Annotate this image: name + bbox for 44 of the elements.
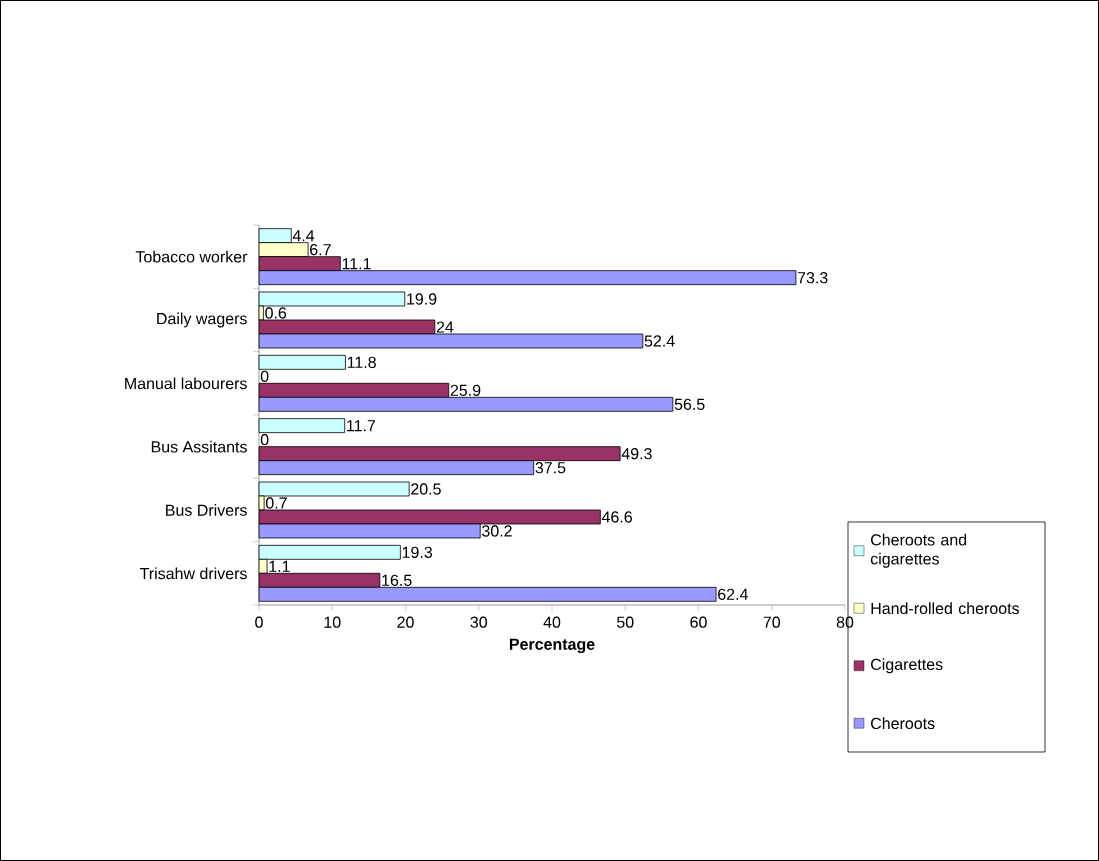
data-label: 25.9: [450, 384, 481, 396]
data-label: 16.5: [382, 574, 412, 586]
data-label: 46.6: [601, 511, 632, 523]
data-label: 11.7: [347, 420, 376, 432]
data-label: 24: [436, 321, 454, 333]
x-tick-label: 0: [255, 616, 263, 628]
data-label: 1.1: [269, 560, 290, 572]
data-label: 11.8: [347, 356, 376, 368]
data-label: 0.7: [265, 497, 287, 509]
legend-label: Cigarettes: [871, 658, 943, 674]
x-tick-label: 70: [763, 616, 781, 628]
x-tick-label: 50: [617, 616, 634, 628]
x-tick-label: 10: [324, 616, 341, 628]
data-label: 52.4: [644, 335, 675, 347]
data-label: 19.9: [407, 293, 437, 305]
y-tick-label: Manual labourers: [125, 377, 247, 390]
x-tick-label: 40: [543, 616, 561, 628]
data-label: 0: [260, 370, 269, 382]
x-tick-label: 60: [690, 616, 707, 628]
legend-label: Cheroots and cigarettes: [870, 533, 967, 568]
data-label: 11.1: [342, 258, 371, 270]
y-tick-label: Bus Drivers: [166, 504, 247, 516]
data-label: 0.6: [265, 307, 287, 319]
data-label: 19.3: [402, 546, 433, 558]
data-label: 6.7: [310, 244, 331, 256]
legend-label: Cheroots: [871, 717, 935, 730]
data-label: 73.3: [797, 272, 828, 284]
data-label: 56.5: [674, 398, 705, 410]
data-label: 0: [260, 433, 269, 446]
x-tick-label: 20: [397, 616, 414, 628]
y-tick-label: Bus Assitants: [151, 440, 247, 453]
y-tick-label: Tobacco worker: [135, 250, 248, 263]
data-label: 4.4: [292, 230, 315, 242]
x-axis-title: Percentage: [509, 638, 595, 654]
x-tick-label: 80: [836, 616, 854, 628]
legend-label: Hand-rolled cheroots: [871, 602, 1019, 615]
y-tick-label: Daily wagers: [157, 312, 247, 328]
data-label: 30.2: [482, 525, 512, 537]
x-tick-label: 30: [470, 616, 488, 628]
data-label: 20.5: [411, 483, 441, 495]
data-label: 49.3: [621, 447, 652, 460]
y-tick-label: Trisahw drivers: [139, 567, 247, 580]
data-label: 62.4: [718, 588, 748, 600]
data-label: 37.5: [535, 461, 566, 474]
